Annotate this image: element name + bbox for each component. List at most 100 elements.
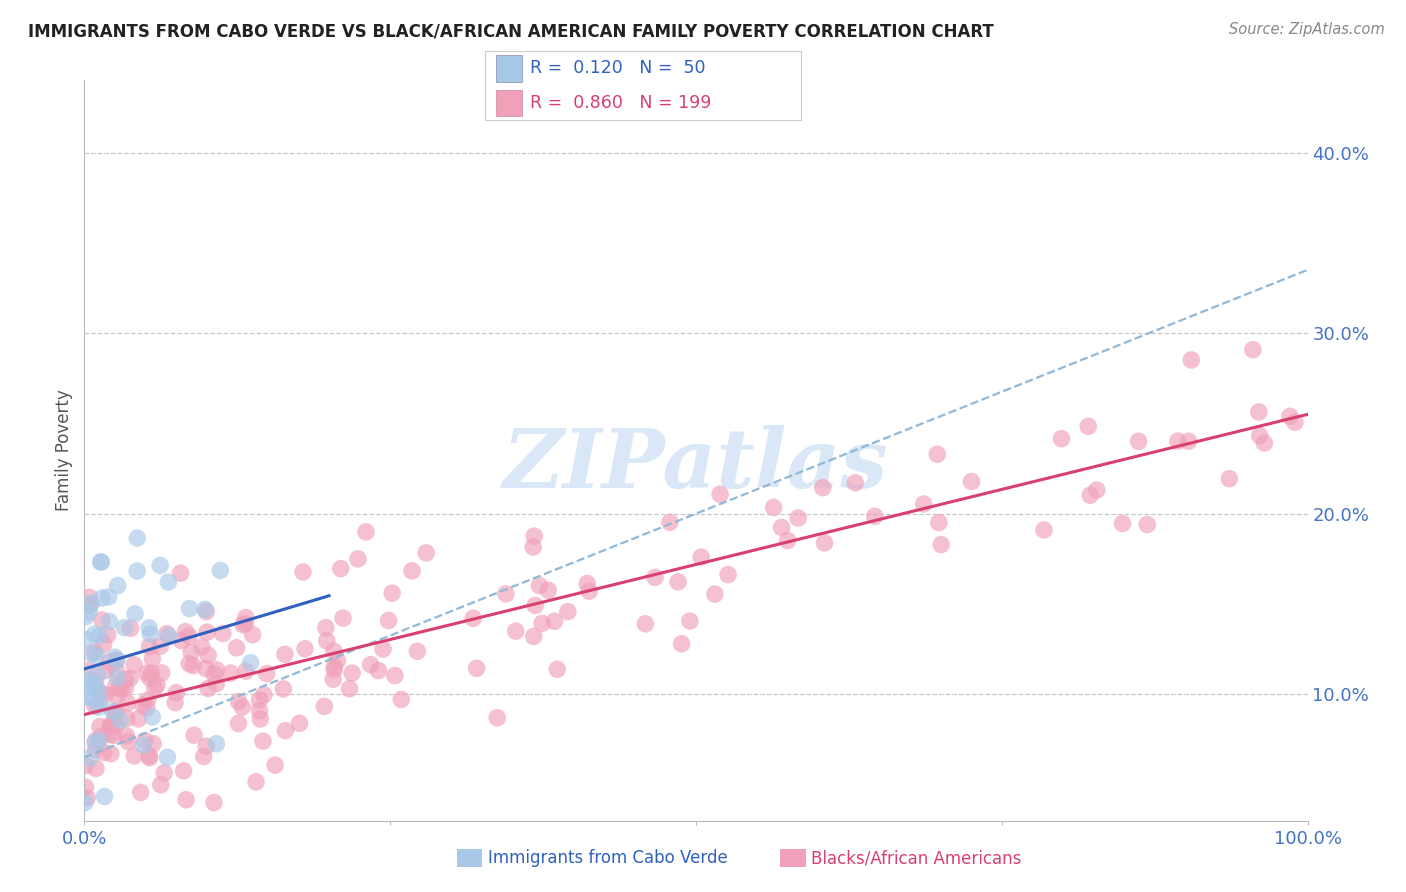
Point bbox=[505, 624, 527, 639]
Point bbox=[927, 447, 949, 461]
Point bbox=[179, 601, 201, 615]
Point bbox=[90, 685, 112, 699]
Point bbox=[209, 563, 232, 577]
Point bbox=[84, 699, 107, 714]
Point bbox=[288, 716, 311, 731]
Point bbox=[100, 718, 122, 732]
Point bbox=[83, 679, 105, 693]
Point bbox=[110, 682, 132, 697]
Point bbox=[193, 749, 215, 764]
Point bbox=[292, 565, 315, 579]
Point bbox=[108, 681, 131, 695]
Point bbox=[205, 737, 228, 751]
Point bbox=[87, 700, 110, 714]
Point bbox=[463, 611, 485, 625]
Point bbox=[1050, 432, 1073, 446]
Point bbox=[94, 688, 117, 702]
Point bbox=[235, 616, 257, 631]
Point bbox=[90, 555, 112, 569]
Point bbox=[179, 657, 201, 671]
Point bbox=[89, 694, 111, 708]
Point bbox=[252, 734, 274, 748]
Point bbox=[100, 719, 122, 733]
Point bbox=[149, 778, 172, 792]
Point bbox=[703, 587, 725, 601]
Point bbox=[245, 774, 267, 789]
Point bbox=[415, 546, 437, 560]
Point bbox=[1111, 516, 1133, 531]
Point bbox=[634, 616, 657, 631]
Point bbox=[132, 738, 155, 752]
Point bbox=[912, 497, 935, 511]
Point bbox=[1032, 523, 1054, 537]
Point bbox=[543, 615, 565, 629]
Point bbox=[100, 718, 122, 732]
Point bbox=[79, 690, 101, 704]
Point bbox=[165, 686, 187, 700]
Point bbox=[811, 481, 834, 495]
Point bbox=[529, 578, 551, 592]
Point bbox=[465, 661, 488, 675]
Point bbox=[1218, 472, 1240, 486]
Point bbox=[679, 614, 702, 628]
Point bbox=[93, 746, 115, 760]
Point bbox=[524, 599, 547, 613]
Point bbox=[232, 617, 254, 632]
Point bbox=[326, 653, 349, 667]
Point bbox=[322, 644, 344, 658]
Point bbox=[371, 642, 394, 657]
Text: IMMIGRANTS FROM CABO VERDE VS BLACK/AFRICAN AMERICAN FAMILY POVERTY CORRELATION : IMMIGRANTS FROM CABO VERDE VS BLACK/AFRI… bbox=[28, 22, 994, 40]
Point bbox=[75, 673, 97, 687]
Point bbox=[486, 711, 509, 725]
Text: R =  0.120   N =  50: R = 0.120 N = 50 bbox=[530, 59, 706, 78]
Point bbox=[80, 596, 103, 610]
Point bbox=[112, 621, 135, 635]
Point bbox=[180, 645, 202, 659]
Point bbox=[105, 664, 128, 678]
Point bbox=[239, 656, 262, 670]
Point bbox=[77, 591, 100, 605]
Point bbox=[1241, 343, 1264, 357]
Point bbox=[86, 667, 108, 681]
Point bbox=[79, 605, 101, 619]
Point bbox=[73, 796, 96, 810]
Point bbox=[75, 632, 97, 647]
Point bbox=[354, 524, 377, 539]
Point bbox=[107, 671, 129, 685]
Point bbox=[165, 696, 187, 710]
Point bbox=[228, 716, 250, 731]
Point bbox=[105, 653, 128, 667]
Point bbox=[156, 626, 179, 640]
Point bbox=[139, 627, 162, 641]
Point bbox=[1253, 436, 1275, 450]
Point bbox=[117, 734, 139, 748]
Point bbox=[762, 500, 785, 515]
Point bbox=[129, 785, 152, 799]
Point bbox=[1136, 517, 1159, 532]
Point bbox=[105, 653, 128, 667]
Point bbox=[138, 748, 160, 763]
Point bbox=[138, 750, 160, 764]
Point bbox=[315, 633, 337, 648]
Point bbox=[89, 720, 111, 734]
Point bbox=[138, 640, 160, 654]
Point bbox=[135, 700, 157, 714]
Point bbox=[94, 664, 117, 678]
Point bbox=[104, 706, 127, 721]
Point bbox=[314, 699, 336, 714]
Point bbox=[205, 676, 228, 690]
Point bbox=[1128, 434, 1150, 449]
Point bbox=[86, 648, 108, 663]
Point bbox=[323, 659, 346, 673]
Point bbox=[150, 665, 173, 680]
Point bbox=[122, 748, 145, 763]
Point bbox=[531, 616, 554, 631]
Point bbox=[115, 711, 138, 725]
Point bbox=[104, 679, 127, 693]
Point bbox=[1180, 353, 1202, 368]
Point bbox=[340, 666, 363, 681]
Point bbox=[153, 766, 176, 780]
Point bbox=[235, 610, 257, 624]
Point bbox=[219, 666, 242, 681]
Point bbox=[274, 723, 297, 738]
